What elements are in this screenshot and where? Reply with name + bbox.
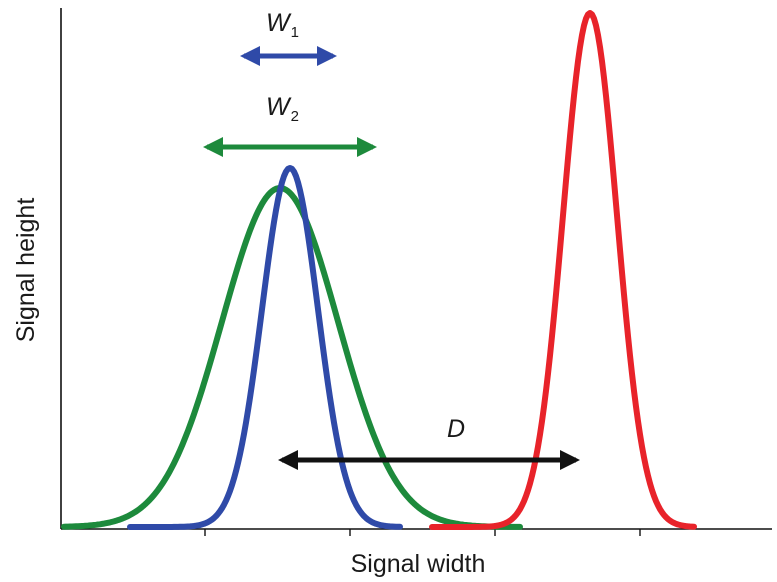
w2-arrow: W2: [203, 93, 377, 157]
red-curve: [429, 10, 697, 530]
w1-arrow: W1: [240, 9, 337, 66]
d-arrow: D: [278, 415, 580, 470]
blue-curve: [127, 165, 403, 530]
y-axis-label: Signal height: [12, 198, 40, 343]
w2-label-subscript: 2: [291, 108, 299, 125]
x-axis-label: Signal width: [351, 550, 486, 578]
w1-label-main: W: [266, 9, 292, 37]
w2-label-main: W: [266, 93, 292, 121]
green-curve: [61, 185, 523, 530]
d-label: D: [447, 415, 465, 443]
axes: [60, 8, 772, 536]
w2-label: W2: [266, 93, 299, 125]
w1-label-subscript: 1: [291, 24, 299, 41]
w1-label: W1: [266, 9, 299, 41]
